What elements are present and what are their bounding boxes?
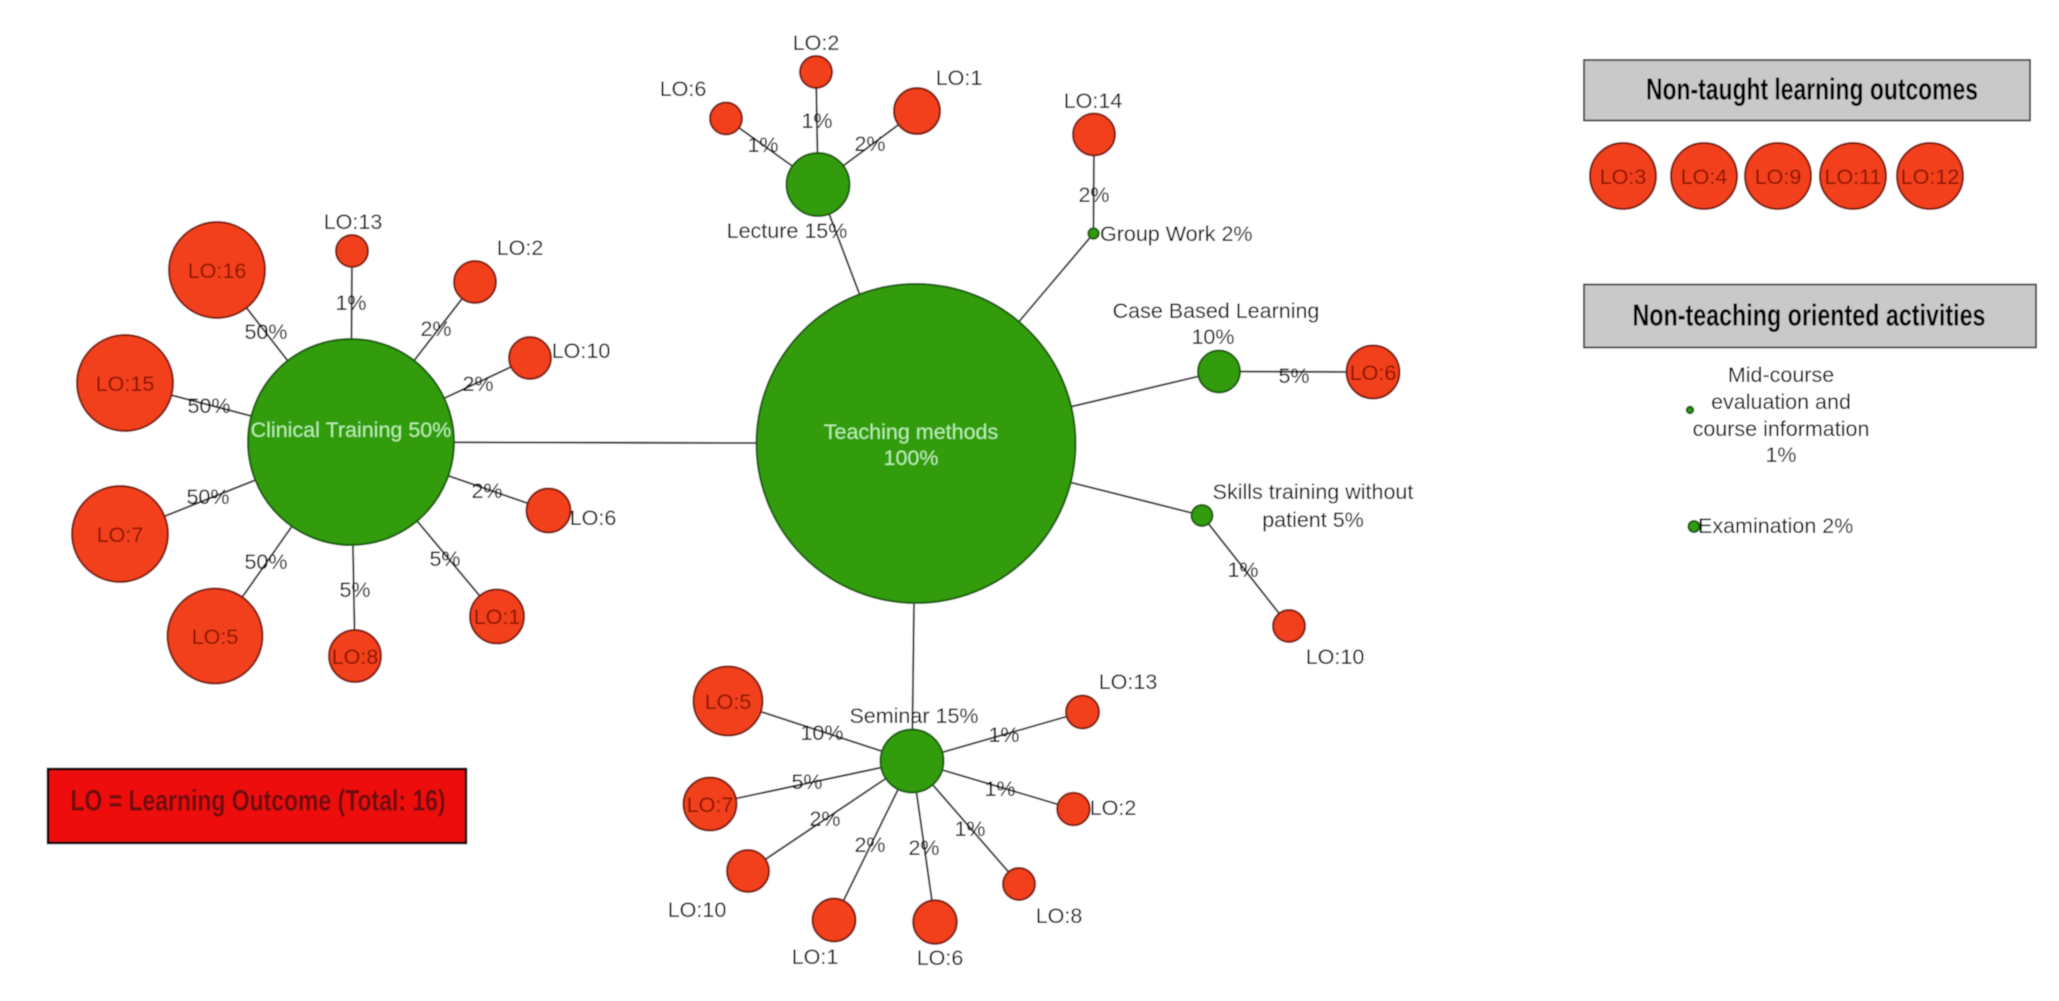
svg-text:2%: 2%: [471, 479, 502, 503]
svg-text:10%: 10%: [1191, 325, 1234, 349]
svg-text:2%: 2%: [1078, 183, 1109, 207]
svg-text:2%: 2%: [809, 807, 840, 831]
svg-text:50%: 50%: [187, 394, 230, 418]
svg-text:Clinical Training 50%: Clinical Training 50%: [251, 418, 452, 442]
svg-text:LO:11: LO:11: [1825, 165, 1882, 189]
svg-text:1%: 1%: [1227, 558, 1258, 582]
svg-text:1%: 1%: [801, 109, 832, 133]
svg-text:Examination 2%: Examination 2%: [1698, 514, 1853, 538]
svg-text:LO:6: LO:6: [570, 506, 617, 530]
svg-text:50%: 50%: [244, 320, 287, 344]
svg-text:LO:14: LO:14: [1064, 89, 1123, 113]
svg-text:LO:1: LO:1: [936, 66, 983, 90]
svg-text:LO:6: LO:6: [917, 946, 964, 970]
svg-text:5%: 5%: [339, 578, 370, 602]
svg-text:Group Work 2%: Group Work 2%: [1100, 222, 1253, 246]
svg-text:50%: 50%: [186, 485, 229, 509]
svg-text:50%: 50%: [244, 550, 287, 574]
svg-text:LO:12: LO:12: [1901, 165, 1960, 189]
svg-text:1%: 1%: [1765, 443, 1796, 467]
svg-text:LO:1: LO:1: [792, 945, 839, 969]
svg-text:Lecture 15%: Lecture 15%: [727, 219, 848, 243]
svg-text:2%: 2%: [854, 833, 885, 857]
svg-text:Case Based Learning: Case Based Learning: [1113, 299, 1320, 323]
svg-text:1%: 1%: [747, 133, 778, 157]
svg-text:LO:6: LO:6: [660, 77, 707, 101]
svg-text:5%: 5%: [791, 770, 822, 794]
svg-text:evaluation and: evaluation and: [1711, 390, 1851, 414]
svg-text:LO:2: LO:2: [793, 31, 840, 55]
svg-text:LO:8: LO:8: [332, 645, 379, 669]
svg-text:2%: 2%: [420, 317, 451, 341]
svg-text:1%: 1%: [335, 291, 366, 315]
svg-text:LO:13: LO:13: [324, 210, 383, 234]
svg-text:LO:4: LO:4: [1681, 165, 1728, 189]
svg-text:LO:2: LO:2: [497, 236, 544, 260]
svg-text:LO:7: LO:7: [97, 523, 144, 547]
svg-text:5%: 5%: [1278, 364, 1309, 388]
svg-text:LO:5: LO:5: [705, 690, 752, 714]
svg-text:LO:10: LO:10: [1306, 645, 1365, 669]
svg-text:LO:2: LO:2: [1090, 796, 1137, 820]
svg-text:Non-teaching oriented activiti: Non-teaching oriented activities: [1633, 298, 1986, 333]
svg-text:patient 5%: patient 5%: [1262, 508, 1364, 532]
svg-text:5%: 5%: [429, 547, 460, 571]
svg-text:LO:16: LO:16: [188, 259, 247, 283]
svg-text:2%: 2%: [462, 372, 493, 396]
svg-text:Skills training without: Skills training without: [1213, 480, 1414, 504]
svg-text:LO:13: LO:13: [1099, 670, 1158, 694]
svg-text:LO:9: LO:9: [1755, 165, 1802, 189]
svg-text:LO:8: LO:8: [1036, 904, 1083, 928]
svg-text:2%: 2%: [908, 836, 939, 860]
svg-text:LO:7: LO:7: [687, 793, 734, 817]
svg-text:LO:5: LO:5: [192, 625, 239, 649]
svg-text:Teaching methods: Teaching methods: [824, 420, 999, 444]
svg-text:1%: 1%: [984, 777, 1015, 801]
svg-text:LO = Learning Outcome (Total:: LO = Learning Outcome (Total: 16): [71, 785, 446, 818]
svg-text:1%: 1%: [954, 817, 985, 841]
svg-text:Mid-course: Mid-course: [1728, 363, 1834, 387]
svg-text:LO:10: LO:10: [552, 339, 611, 363]
svg-text:1%: 1%: [988, 723, 1019, 747]
svg-text:LO:3: LO:3: [1600, 165, 1647, 189]
svg-text:100%: 100%: [884, 446, 939, 470]
svg-text:LO:10: LO:10: [668, 898, 727, 922]
svg-text:LO:6: LO:6: [1350, 361, 1397, 385]
svg-text:10%: 10%: [800, 721, 843, 745]
svg-text:LO:1: LO:1: [474, 605, 521, 629]
svg-text:Seminar 15%: Seminar 15%: [849, 704, 978, 728]
svg-text:LO:15: LO:15: [96, 372, 155, 396]
svg-text:Non-taught learning outcomes: Non-taught learning outcomes: [1646, 72, 1978, 107]
svg-text:2%: 2%: [854, 132, 885, 156]
svg-text:course information: course information: [1693, 417, 1870, 441]
